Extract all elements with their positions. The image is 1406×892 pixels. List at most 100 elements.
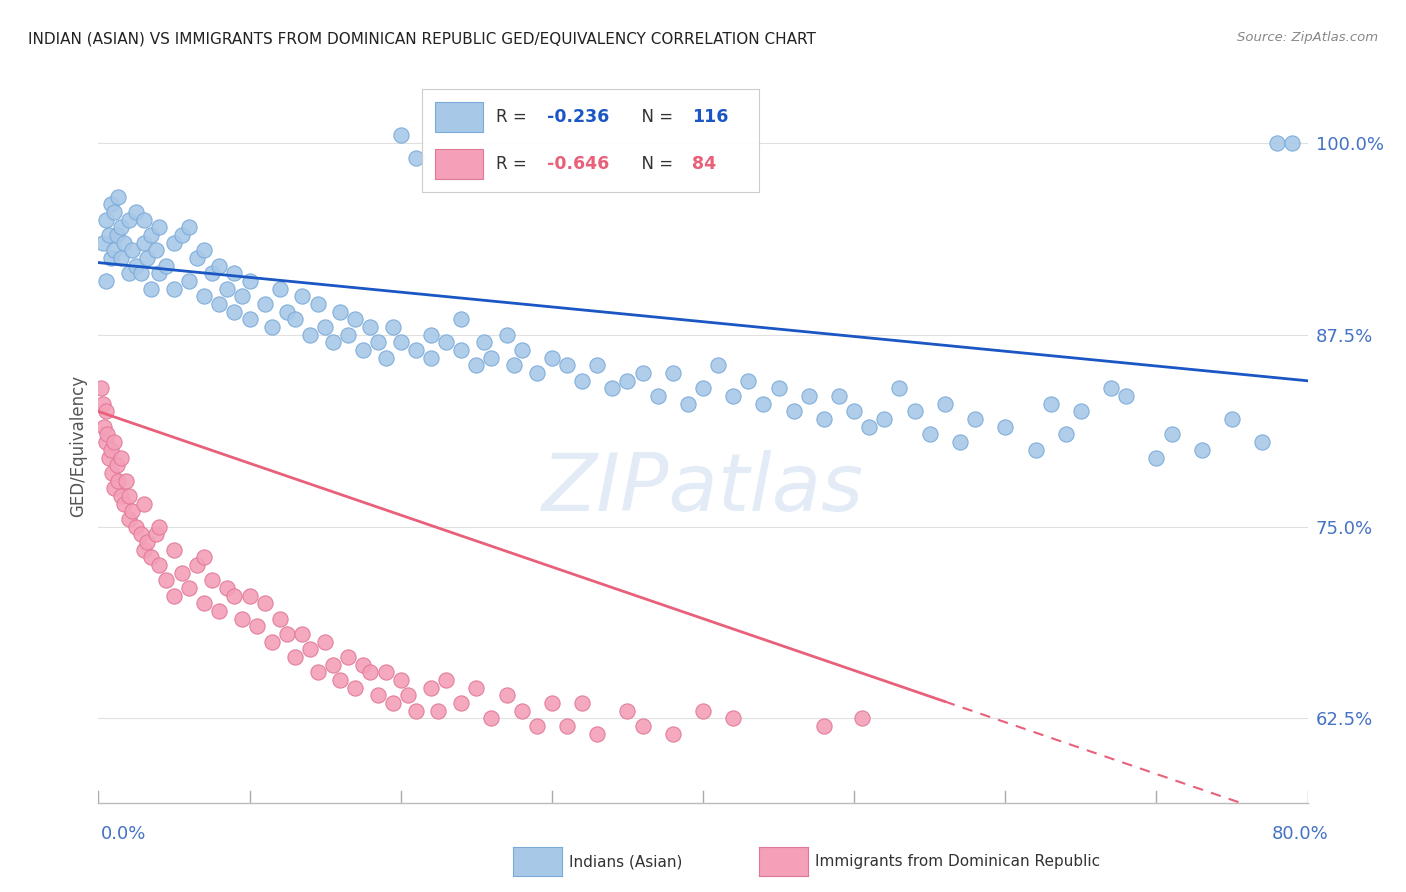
Point [481, 711, 503, 725]
Text: ZIPatlas: ZIPatlas [541, 450, 865, 528]
Point [374, 665, 396, 680]
Point [586, 359, 609, 373]
Text: INDIAN (ASIAN) VS IMMIGRANTS FROM DOMINICAN REPUBLIC GED/EQUIVALENCY CORRELATION: INDIAN (ASIAN) VS IMMIGRANTS FROM DOMINI… [28, 31, 815, 46]
Point [918, 427, 941, 442]
Point [105, 458, 128, 473]
Point [851, 711, 873, 725]
Text: Immigrants from Dominican Republic: Immigrants from Dominican Republic [815, 855, 1101, 869]
Point [129, 266, 152, 280]
Point [148, 266, 170, 280]
Point [103, 481, 125, 495]
Point [336, 650, 359, 665]
Point [239, 589, 262, 603]
Point [329, 673, 352, 687]
Point [299, 327, 322, 342]
Point [107, 474, 129, 488]
Point [1039, 397, 1062, 411]
Point [231, 612, 253, 626]
Point [723, 711, 745, 725]
Point [186, 251, 208, 265]
Point [284, 650, 307, 665]
Point [904, 404, 927, 418]
Point [291, 627, 314, 641]
Point [253, 297, 276, 311]
Point [661, 727, 683, 741]
Point [631, 719, 654, 733]
Point [98, 450, 121, 465]
Point [631, 366, 654, 380]
Point [121, 504, 143, 518]
Point [103, 435, 125, 450]
Point [307, 297, 329, 311]
Point [118, 212, 141, 227]
Point [1144, 450, 1167, 465]
Point [118, 489, 141, 503]
Text: -0.646: -0.646 [547, 155, 609, 173]
Point [231, 289, 253, 303]
Point [450, 343, 472, 357]
Point [396, 689, 419, 703]
Point [555, 719, 578, 733]
Point [389, 673, 412, 687]
Point [465, 681, 488, 695]
Point [427, 704, 450, 718]
Point [1099, 381, 1122, 395]
Point [873, 412, 896, 426]
Point [170, 227, 193, 242]
Point [90, 381, 112, 395]
Point [616, 374, 638, 388]
Point [768, 381, 790, 395]
Point [420, 351, 443, 365]
Point [307, 665, 329, 680]
Point [112, 497, 135, 511]
Point [1281, 136, 1303, 150]
Point [382, 696, 405, 710]
Text: -0.236: -0.236 [547, 108, 609, 126]
Point [858, 419, 880, 434]
Point [118, 512, 141, 526]
Point [889, 381, 911, 395]
Point [148, 558, 170, 572]
Point [98, 227, 121, 242]
Point [224, 304, 246, 318]
Point [616, 704, 638, 718]
Point [246, 619, 269, 633]
Point [828, 389, 851, 403]
Text: Indians (Asian): Indians (Asian) [569, 855, 683, 869]
Point [179, 581, 201, 595]
Point [132, 542, 155, 557]
Point [510, 704, 533, 718]
Point [661, 366, 683, 380]
Point [1251, 435, 1274, 450]
Point [100, 442, 122, 457]
Point [1267, 136, 1289, 150]
Point [262, 634, 284, 648]
Point [472, 335, 495, 350]
Point [125, 259, 148, 273]
Point [94, 404, 117, 418]
Point [253, 596, 276, 610]
Point [1220, 412, 1243, 426]
Point [224, 589, 246, 603]
Point [125, 205, 148, 219]
Point [602, 381, 624, 395]
Point [540, 351, 562, 365]
Point [692, 704, 714, 718]
Point [314, 320, 336, 334]
Point [114, 474, 136, 488]
Point [141, 282, 163, 296]
Point [179, 220, 201, 235]
Text: R =: R = [496, 108, 531, 126]
Point [163, 589, 186, 603]
Point [336, 327, 359, 342]
Point [129, 527, 152, 541]
Point [93, 419, 115, 434]
Point [201, 574, 224, 588]
Point [360, 665, 382, 680]
Point [291, 289, 314, 303]
Point [94, 212, 117, 227]
Point [91, 397, 114, 411]
Point [276, 304, 298, 318]
Point [797, 389, 820, 403]
Point [118, 266, 141, 280]
